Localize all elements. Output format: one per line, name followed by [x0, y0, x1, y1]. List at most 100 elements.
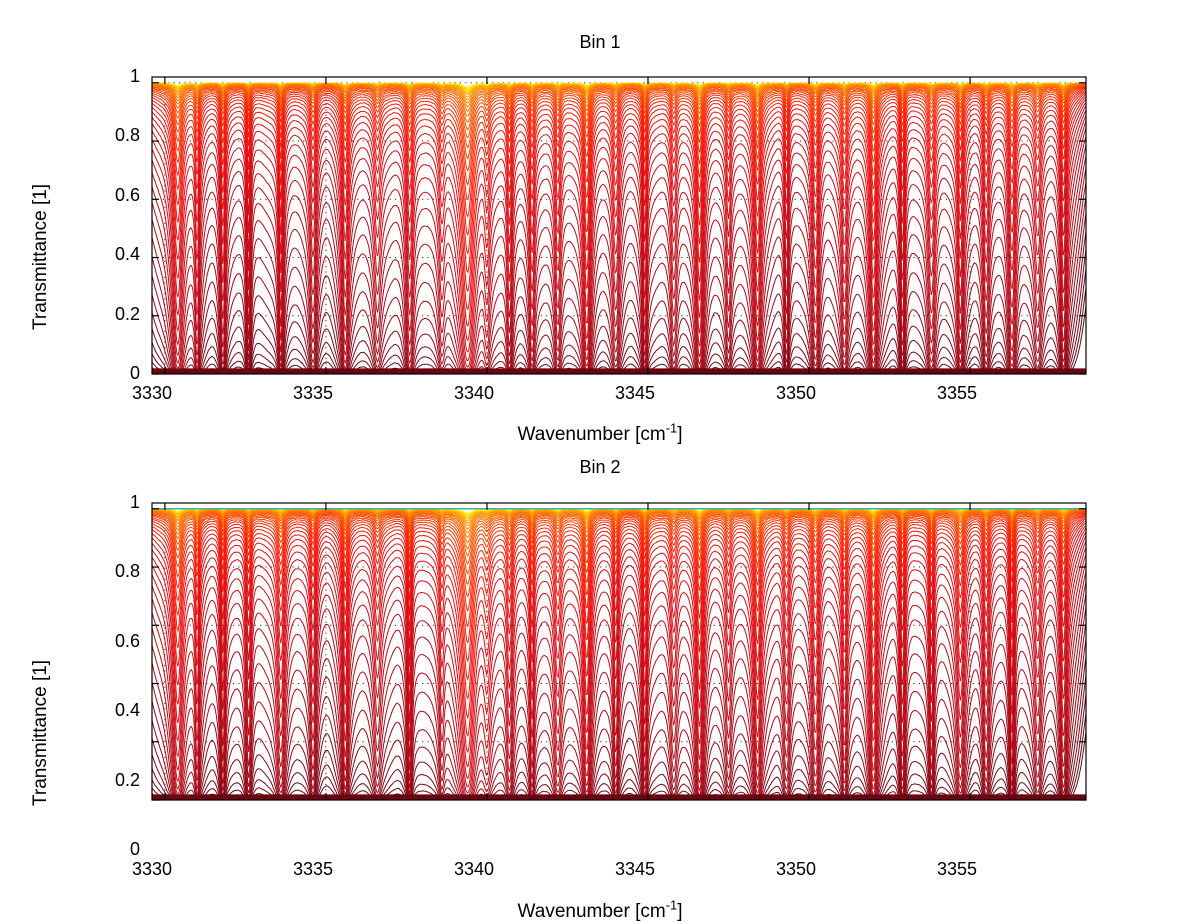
- spectrum-line: [151, 535, 1087, 788]
- spectrum-line: [151, 571, 1087, 801]
- spectrum-line: [151, 89, 1087, 237]
- ytick-label-bin2-1: 1: [129, 492, 140, 512]
- spectrum-line: [151, 515, 1087, 663]
- ytick-label-bin2-02: 0.2: [114, 770, 140, 790]
- spectrum-line: [151, 84, 1087, 149]
- spectrum-line: [151, 561, 1087, 801]
- spectrum-line: [151, 546, 1087, 798]
- spectrum-line: [151, 518, 1087, 701]
- spectrum-line: [151, 508, 1087, 534]
- ytick-label-bin2-08: 0.8: [114, 561, 140, 581]
- ytick-label-bin1-06: 0.6: [114, 185, 140, 205]
- plot-area-bin1: [151, 76, 1087, 375]
- xaxis-label-bin1-exponent: -1: [665, 420, 678, 436]
- xaxis-label-bin1-text: Wavenumber [cm: [517, 424, 666, 445]
- spectrum-line: [151, 83, 1087, 112]
- spectrum-line: [151, 86, 1087, 186]
- xtick-label-bin1-3345: 3345: [614, 383, 656, 403]
- axes-frame: [151, 502, 1087, 801]
- ytick-label-bin1-04: 0.4: [114, 244, 140, 264]
- spectrum-line: [151, 84, 1087, 123]
- spectrum-line: [151, 527, 1087, 768]
- spectrum-line: [151, 512, 1087, 612]
- saturated-baseline-group: [152, 368, 1086, 375]
- subplot-bin2: Bin 2 1 0.8 0.6 0.4 0.2 0 3330 3335 3340…: [0, 451, 1200, 922]
- spectrum-line: [151, 581, 1087, 801]
- xtick-label-bin2-3350: 3350: [775, 859, 817, 879]
- axis-ticks: [152, 503, 1086, 801]
- spectrum-line: [151, 181, 1087, 375]
- spectrum-line: [151, 553, 1087, 799]
- spectrum-line: [151, 522, 1087, 737]
- spectrum-line: [151, 520, 1087, 720]
- xtick-label-bin2-3340: 3340: [453, 859, 495, 879]
- xtick-label-bin1-3350: 3350: [775, 383, 817, 403]
- xaxis-label-bin2-text: Wavenumber [cm: [517, 901, 666, 922]
- spectrum-line: [151, 91, 1087, 274]
- spectrum-line: [151, 109, 1087, 362]
- ytick-label-bin2-06: 0.6: [114, 631, 140, 651]
- xtick-label-bin2-3355: 3355: [936, 859, 978, 879]
- spectrum-line: [151, 607, 1087, 801]
- spectrum-line: [151, 531, 1087, 780]
- xtick-label-bin2-3335: 3335: [292, 859, 334, 879]
- spectrum-line: [151, 85, 1087, 172]
- spectrum-line: [151, 93, 1087, 293]
- xtick-label-bin1-3335: 3335: [292, 383, 334, 403]
- spectrum-line: [151, 513, 1087, 644]
- ytick-label-bin2-0: 0: [129, 839, 140, 859]
- spectrum-line: [151, 511, 1087, 586]
- spectrum-line: [151, 509, 1087, 557]
- ytick-label-bin1-02: 0.2: [114, 304, 140, 324]
- spectrum-line: [151, 96, 1087, 311]
- xtick-label-bin1-3340: 3340: [453, 383, 495, 403]
- spectrum-line: [151, 84, 1087, 139]
- xaxis-label-bin2: Wavenumber [cm-1]: [0, 899, 1200, 924]
- ytick-label-bin1-08: 0.8: [114, 125, 140, 145]
- spectrum-line: [151, 136, 1087, 375]
- spectrum-line: [151, 83, 1087, 131]
- spectrum-line: [151, 509, 1087, 550]
- spectrum-line: [151, 127, 1087, 374]
- xtick-label-bin2-3330: 3330: [131, 859, 173, 879]
- spectrum-line: [151, 510, 1087, 575]
- xaxis-label-bin2-tail: ]: [677, 901, 683, 922]
- ytick-label-bin2-04: 0.4: [114, 700, 140, 720]
- spectrum-line: [151, 120, 1087, 372]
- spectrum-line: [151, 84, 1087, 160]
- spectrum-line: [151, 105, 1087, 353]
- xaxis-label-bin1: Wavenumber [cm-1]: [0, 420, 1200, 447]
- spectrum-line: [151, 512, 1087, 628]
- spectrum-line: [151, 145, 1087, 375]
- spectrum-line: [151, 516, 1087, 681]
- subplot-title-bin2: Bin 2: [579, 457, 621, 477]
- spectrum-line: [151, 541, 1087, 794]
- ytick-label-bin1-1: 1: [129, 66, 140, 86]
- spectrum-line: [151, 90, 1087, 255]
- axis-ticks: [152, 77, 1086, 375]
- spectra-series-group: [151, 82, 1087, 375]
- spectrum-line: [151, 83, 1087, 117]
- spectrum-line: [151, 101, 1087, 342]
- xtick-label-bin1-3355: 3355: [936, 383, 978, 403]
- spectrum-line: [151, 510, 1087, 565]
- axes-frame: [151, 76, 1087, 375]
- xaxis-label-bin1-tail: ]: [677, 424, 683, 445]
- spectrum-line: [151, 511, 1087, 598]
- spectrum-line: [151, 87, 1087, 218]
- plot-area-bin2: [151, 502, 1087, 801]
- spectrum-line: [151, 155, 1087, 375]
- xtick-label-bin1-3330: 3330: [131, 383, 173, 403]
- ytick-label-bin1-0: 0: [129, 363, 140, 383]
- spectrum-line: [151, 593, 1087, 801]
- subplot-title-bin1: Bin 1: [579, 32, 621, 52]
- spectrum-line: [151, 622, 1087, 801]
- subplot-bin1: Bin 1 1 0.8 0.6 0.4 0.2 0 3330 3335 3340…: [0, 0, 1200, 450]
- spectrum-line: [151, 98, 1087, 327]
- xtick-label-bin2-3345: 3345: [614, 859, 656, 879]
- spectrum-line: [151, 86, 1087, 201]
- spectrum-line: [151, 167, 1087, 375]
- spectrum-line: [151, 114, 1087, 368]
- saturated-baseline-group: [152, 794, 1086, 801]
